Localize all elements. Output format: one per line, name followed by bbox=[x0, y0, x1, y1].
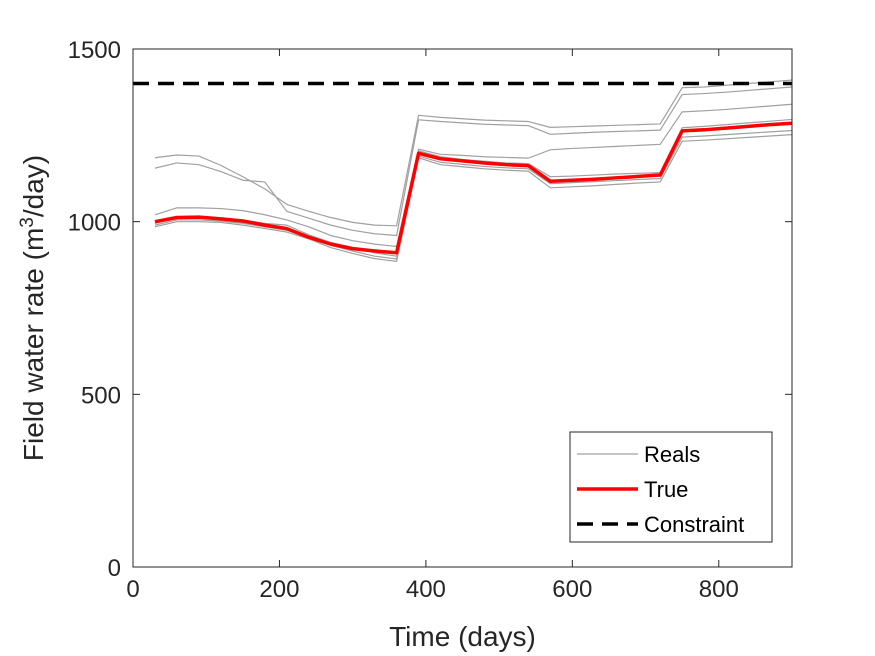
y-axis-title-unit: /day) bbox=[18, 155, 49, 217]
series-reals-line bbox=[154, 86, 793, 237]
series-reals-line bbox=[154, 129, 793, 260]
ticks-group: 0 200 400 600 800 0 500 1000 1500 bbox=[68, 37, 792, 603]
series-reals-line bbox=[154, 103, 793, 248]
legend-label-constraint: Constraint bbox=[644, 512, 744, 537]
y-tick-label: 1000 bbox=[68, 210, 121, 237]
y-tick-label: 1500 bbox=[68, 37, 121, 64]
series-reals-line bbox=[154, 79, 793, 227]
x-tick-label: 800 bbox=[699, 576, 739, 603]
axes-box bbox=[132, 48, 793, 568]
y-tick-label: 500 bbox=[81, 382, 121, 409]
y-tick-label: 0 bbox=[108, 555, 121, 582]
x-axis-title: Time (days) bbox=[389, 621, 536, 652]
x-tick-label: 600 bbox=[552, 576, 592, 603]
y-axis-title: Field water rate (m3/day) bbox=[17, 155, 50, 461]
legend-label-reals: Reals bbox=[644, 442, 700, 467]
legend: Reals True Constraint bbox=[569, 431, 773, 543]
legend-label-true: True bbox=[644, 477, 688, 502]
series-reals-line bbox=[154, 134, 793, 262]
x-tick-label: 400 bbox=[406, 576, 446, 603]
y-axis-title-superscript: 3 bbox=[17, 217, 38, 228]
x-tick-label: 200 bbox=[259, 576, 299, 603]
y-axis-title-main: Field water rate (m bbox=[18, 228, 49, 461]
series-group bbox=[133, 79, 793, 262]
series-true-line bbox=[154, 121, 793, 255]
x-tick-label: 0 bbox=[126, 576, 139, 603]
